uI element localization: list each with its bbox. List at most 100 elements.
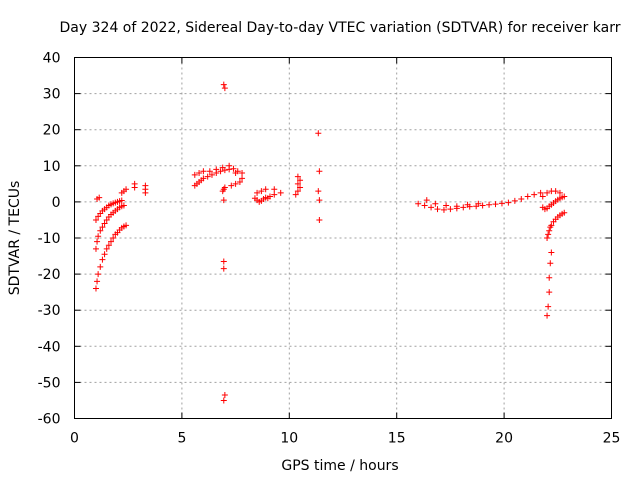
data-point bbox=[200, 175, 207, 182]
data-point bbox=[443, 202, 450, 209]
x-tick-label: 0 bbox=[70, 431, 79, 447]
data-point bbox=[271, 191, 278, 198]
data-point bbox=[230, 165, 237, 172]
y-tick-label: 30 bbox=[43, 87, 61, 103]
data-point bbox=[315, 188, 322, 195]
data-point bbox=[518, 196, 525, 203]
data-point bbox=[545, 231, 552, 238]
y-tick-label: -50 bbox=[38, 375, 61, 391]
data-point bbox=[423, 197, 430, 204]
data-point bbox=[479, 202, 486, 209]
data-point bbox=[544, 312, 551, 319]
data-point bbox=[440, 206, 447, 213]
data-point bbox=[315, 130, 322, 137]
data-point bbox=[316, 216, 323, 223]
data-point bbox=[226, 162, 233, 169]
data-point bbox=[546, 274, 553, 281]
data-point bbox=[108, 238, 115, 245]
data-point bbox=[118, 197, 125, 204]
data-point bbox=[232, 180, 239, 187]
data-point bbox=[254, 189, 261, 196]
data-point bbox=[271, 186, 278, 193]
data-point bbox=[292, 191, 299, 198]
data-point bbox=[131, 180, 138, 187]
data-point bbox=[544, 235, 551, 241]
y-tick-label: -60 bbox=[38, 412, 61, 428]
data-point bbox=[460, 204, 467, 211]
y-tick-label: -30 bbox=[38, 303, 61, 319]
data-point bbox=[464, 201, 471, 208]
data-point bbox=[96, 194, 103, 201]
y-tick-label: -20 bbox=[38, 267, 61, 283]
data-point bbox=[92, 285, 99, 292]
data-point bbox=[453, 203, 460, 210]
data-point bbox=[486, 201, 493, 208]
data-point bbox=[99, 256, 106, 263]
data-point bbox=[94, 238, 101, 245]
data-point bbox=[101, 220, 108, 227]
y-tick-label: 20 bbox=[43, 123, 61, 139]
x-tick-label: 5 bbox=[177, 431, 186, 447]
data-point bbox=[524, 193, 531, 200]
data-point bbox=[220, 81, 227, 88]
data-point bbox=[548, 222, 555, 229]
data-point bbox=[531, 191, 538, 198]
data-point bbox=[258, 188, 265, 195]
y-tick-label: -10 bbox=[38, 231, 61, 247]
grid-lines bbox=[74, 57, 612, 419]
data-point bbox=[547, 260, 554, 267]
data-point bbox=[475, 200, 482, 207]
data-point bbox=[123, 186, 130, 193]
data-point bbox=[232, 170, 239, 177]
data-point bbox=[92, 245, 99, 252]
data-point bbox=[294, 188, 301, 195]
data-point bbox=[105, 242, 112, 249]
data-point bbox=[498, 200, 505, 207]
data-point bbox=[294, 173, 301, 180]
data-point bbox=[217, 168, 224, 175]
data-point bbox=[556, 189, 563, 196]
data-point bbox=[204, 173, 211, 180]
data-point bbox=[94, 278, 101, 285]
data-point bbox=[101, 251, 108, 258]
data-point bbox=[239, 175, 246, 182]
data-point bbox=[545, 303, 552, 310]
data-point bbox=[221, 184, 228, 191]
x-tick-label: 20 bbox=[495, 431, 513, 447]
data-point bbox=[546, 227, 553, 234]
x-tick-label: 10 bbox=[280, 431, 298, 447]
data-point bbox=[219, 164, 226, 171]
data-point bbox=[239, 170, 246, 177]
data-point bbox=[92, 216, 99, 223]
data-point bbox=[561, 209, 568, 216]
data-point bbox=[95, 233, 102, 240]
data-point bbox=[262, 186, 269, 193]
data-point bbox=[548, 249, 555, 256]
data-point bbox=[99, 224, 106, 231]
y-tick-labels: 40 30 20 10 0 -10 -20 -30 -40 -50 -60 bbox=[38, 51, 61, 428]
data-point bbox=[220, 258, 227, 265]
data-point bbox=[95, 271, 102, 278]
data-point bbox=[120, 202, 127, 209]
data-point bbox=[236, 179, 243, 186]
data-point bbox=[103, 245, 110, 252]
data-point bbox=[297, 177, 304, 184]
data-point bbox=[196, 170, 203, 177]
chart-title: Day 324 of 2022, Sidereal Day-to-day VTE… bbox=[60, 20, 621, 36]
y-axis-label: SDTVAR / TECUs bbox=[7, 181, 23, 296]
data-point bbox=[191, 171, 198, 178]
data-point bbox=[277, 189, 284, 196]
data-point bbox=[208, 171, 215, 178]
data-point bbox=[297, 184, 304, 191]
x-tick-label: 25 bbox=[603, 431, 621, 447]
data-point bbox=[123, 222, 130, 229]
data-point bbox=[228, 182, 235, 189]
x-tick-labels: 0 5 10 15 20 25 bbox=[70, 431, 620, 447]
data-point bbox=[544, 189, 551, 196]
x-axis-label: GPS time / hours bbox=[281, 458, 398, 474]
data-point bbox=[434, 206, 441, 213]
data-point bbox=[200, 168, 207, 175]
data-point bbox=[266, 193, 273, 200]
data-point bbox=[316, 168, 323, 175]
